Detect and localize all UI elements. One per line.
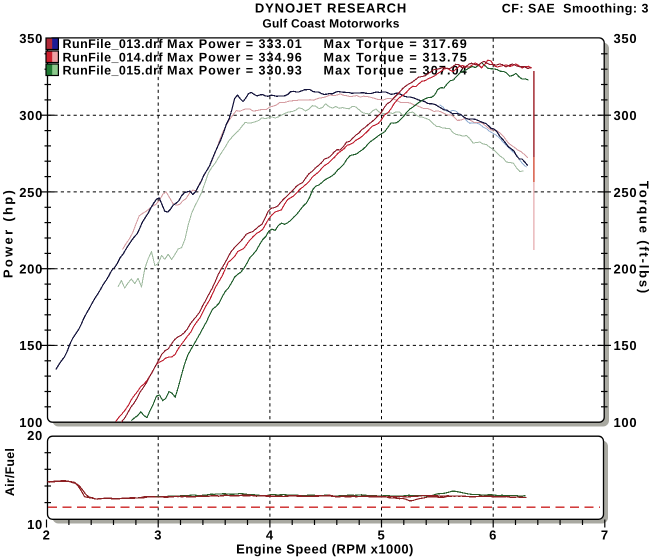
- svg-text:DYNOJET RESEARCH: DYNOJET RESEARCH: [255, 1, 407, 16]
- svg-text:300: 300: [614, 108, 638, 123]
- svg-text:Air/Fuel: Air/Fuel: [3, 448, 17, 496]
- svg-text:300: 300: [19, 108, 43, 123]
- svg-text:100: 100: [19, 415, 43, 430]
- svg-text:Engine Speed (RPM x1000): Engine Speed (RPM x1000): [236, 542, 414, 557]
- svg-text:100: 100: [614, 415, 638, 430]
- svg-text:250: 250: [614, 185, 638, 200]
- svg-text:200: 200: [614, 262, 638, 277]
- svg-text:250: 250: [19, 185, 43, 200]
- svg-text:2: 2: [43, 528, 51, 543]
- svg-text:Max Power = 333.01: Max Power = 333.01: [167, 37, 303, 51]
- svg-text:150: 150: [19, 338, 43, 353]
- svg-text:Max Torque = 317.69: Max Torque = 317.69: [324, 37, 468, 51]
- svg-text:RunFile_015.drf: RunFile_015.drf: [63, 63, 164, 77]
- svg-text:Max Power = 334.96: Max Power = 334.96: [167, 50, 303, 64]
- svg-text:10: 10: [27, 517, 43, 532]
- svg-text:Max Torque = 307.04: Max Torque = 307.04: [324, 63, 468, 77]
- svg-text:Torque (ft-lbs): Torque (ft-lbs): [637, 181, 652, 295]
- svg-text:5: 5: [378, 528, 386, 543]
- svg-text:CF: SAE Smoothing: 3: CF: SAE Smoothing: 3: [502, 2, 649, 16]
- svg-text:Max Power = 330.93: Max Power = 330.93: [167, 63, 303, 77]
- svg-text:350: 350: [19, 31, 43, 46]
- svg-text:3: 3: [154, 528, 162, 543]
- svg-text:350: 350: [614, 31, 638, 46]
- svg-text:7: 7: [601, 528, 609, 543]
- svg-text:6: 6: [489, 528, 497, 543]
- svg-text:150: 150: [614, 338, 638, 353]
- svg-text:RunFile_014.drf: RunFile_014.drf: [63, 50, 164, 64]
- svg-text:Gulf Coast Motorworks: Gulf Coast Motorworks: [262, 17, 399, 31]
- svg-text:4: 4: [266, 528, 274, 543]
- svg-text:Max Torque = 313.75: Max Torque = 313.75: [324, 50, 468, 64]
- svg-text:200: 200: [19, 262, 43, 277]
- svg-text:Power (hp): Power (hp): [0, 188, 15, 278]
- svg-text:20: 20: [27, 428, 43, 443]
- svg-text:RunFile_013.drf: RunFile_013.drf: [63, 37, 164, 51]
